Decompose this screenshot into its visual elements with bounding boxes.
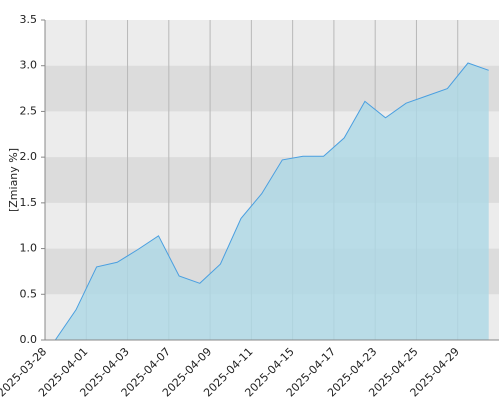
y-tick-label: 1.5 <box>20 196 38 209</box>
y-tick-label: 1.0 <box>20 242 38 255</box>
y-axis-label: [Zmiany %] <box>7 148 20 212</box>
area <box>55 63 489 340</box>
y-tick-label: 2.5 <box>20 104 38 117</box>
y-tick-label: 3.0 <box>20 59 38 72</box>
y-tick-label: 3.5 <box>20 13 38 26</box>
y-tick-label: 2.0 <box>20 150 38 163</box>
y-tick-label: 0.0 <box>20 333 38 346</box>
y-tick-label: 0.5 <box>20 287 38 300</box>
line <box>54 62 489 341</box>
